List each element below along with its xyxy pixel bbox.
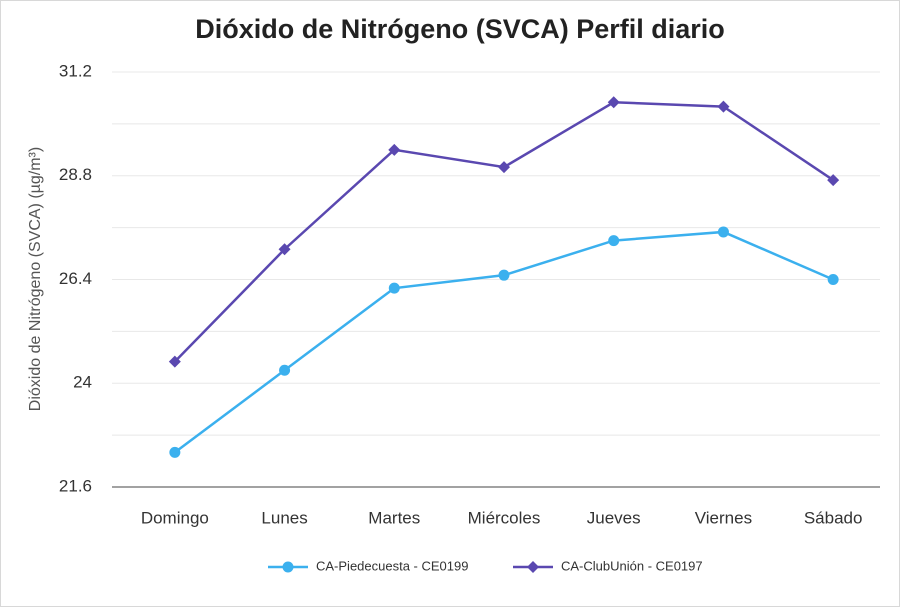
marker — [168, 355, 181, 368]
marker — [498, 269, 510, 281]
marker — [498, 161, 510, 174]
marker — [279, 364, 291, 376]
x-tick-label: Sábado — [804, 508, 863, 527]
y-tick-label: 31.2 — [59, 61, 92, 80]
y-axis-label: Dióxido de Nitrógeno (SVCA) (µg/m³) — [27, 147, 44, 411]
x-tick-label: Martes — [368, 508, 420, 527]
marker — [717, 226, 729, 238]
legend-label: CA-Piedecuesta - CE0199 — [316, 558, 468, 573]
x-tick-label: Miércoles — [468, 508, 541, 527]
y-tick-label: 21.6 — [59, 476, 92, 495]
marker — [607, 96, 620, 109]
marker — [827, 174, 840, 187]
marker — [169, 446, 181, 458]
marker — [717, 100, 730, 113]
chart-title: Dióxido de Nitrógeno (SVCA) Perfil diari… — [195, 14, 725, 44]
marker — [388, 143, 401, 156]
y-tick-label: 28.8 — [59, 165, 92, 184]
legend-label: CA-ClubUnión - CE0197 — [561, 558, 703, 573]
marker — [608, 235, 620, 247]
marker — [282, 561, 294, 573]
x-tick-label: Domingo — [141, 508, 209, 527]
x-tick-label: Viernes — [695, 508, 752, 527]
x-tick-label: Jueves — [587, 508, 641, 527]
marker — [278, 243, 291, 256]
x-tick-label: Lunes — [261, 508, 307, 527]
marker — [388, 282, 400, 294]
y-tick-label: 26.4 — [59, 269, 92, 288]
marker — [527, 561, 539, 573]
y-tick-label: 24 — [73, 373, 92, 392]
marker — [827, 274, 839, 285]
